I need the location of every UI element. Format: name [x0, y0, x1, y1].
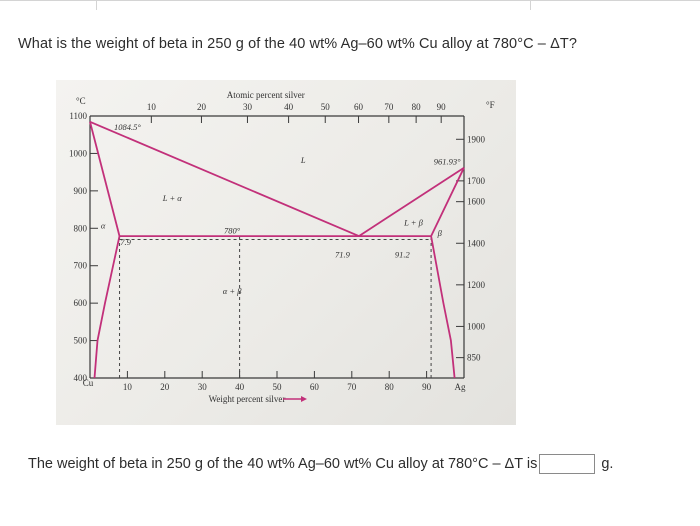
y-tick-label: 400: [74, 373, 88, 383]
y-tick-label: 1000: [69, 148, 88, 158]
phase-boundary-0: [89, 120, 360, 237]
y-tick-label: 800: [74, 223, 88, 233]
annotation: 961.93°: [434, 157, 461, 167]
annotation: 71.9: [335, 249, 351, 259]
annotation: 91.2: [395, 249, 411, 259]
y-tick-label: 600: [74, 298, 88, 308]
phase-boundary-4: [93, 235, 121, 379]
x-tick-label: 80: [385, 382, 395, 392]
y-tick-label: 700: [74, 261, 88, 271]
left-unit-label: °C: [76, 96, 86, 106]
top-border: [0, 0, 700, 10]
phase-boundary-5: [430, 235, 456, 379]
y-tick-label: 1100: [69, 111, 87, 121]
answer-prompt: The weight of beta in 250 g of the 40 wt…: [28, 456, 538, 472]
top-tick-label: 80: [412, 102, 422, 112]
phase-boundary-1: [358, 166, 465, 237]
x-axis-label: Weight percent silver: [209, 394, 286, 404]
annotation: 780°: [224, 226, 241, 236]
annotation: L + α: [162, 193, 183, 203]
x-tick-label: 10: [123, 382, 132, 392]
right-tick-label: 1400: [467, 238, 486, 248]
top-tick-label: 60: [354, 102, 364, 112]
right-tick-label: 1700: [467, 176, 486, 186]
x-tick-label: 70: [347, 382, 357, 392]
right-tick-label: 850: [467, 353, 481, 363]
x-axis-arrowhead: [301, 396, 307, 402]
x-tick-label: 40: [235, 382, 245, 392]
phase-boundary-3: [430, 167, 465, 237]
top-tick-label: 90: [437, 102, 447, 112]
annotation: α: [101, 220, 106, 230]
question-text: What is the weight of beta in 250 g of t…: [18, 36, 577, 52]
x-end-label-ag: Ag: [455, 382, 466, 392]
right-tick-label: 1200: [467, 280, 486, 290]
top-tick-label: 20: [197, 102, 207, 112]
annotation: L: [300, 155, 306, 165]
top-tick-label: 50: [321, 102, 331, 112]
x-tick-label: 90: [422, 382, 432, 392]
annotation: 7.9: [120, 237, 131, 247]
x-tick-label: 60: [310, 382, 320, 392]
answer-unit: g.: [601, 456, 614, 472]
x-tick-label: 50: [273, 382, 283, 392]
right-tick-label: 1000: [467, 321, 486, 331]
top-tick-label: 40: [284, 102, 294, 112]
top-tick-label: 10: [147, 102, 157, 112]
phase-diagram: 1100 1000 900 800 700 600 500 400 °C 1900 1700 1600…: [69, 90, 495, 404]
x-end-label-cu: Cu: [83, 378, 94, 388]
answer-row: The weight of beta in 250 g of the 40 wt…: [28, 454, 613, 474]
y-tick-label: 500: [74, 336, 88, 346]
top-axis-label: Atomic percent silver: [227, 90, 305, 100]
right-tick-label: 1600: [467, 197, 486, 207]
phase-diagram-photo: 1100 1000 900 800 700 600 500 400 °C 1900 1700 1600…: [56, 80, 516, 425]
annotation: 1084.5°: [114, 122, 141, 132]
annotation: α + β: [223, 286, 242, 296]
chart-labels: 1084.5° 961.93° L L + α L + β α β α + β 780° 7.9 7…: [101, 122, 461, 296]
x-tick-label: 30: [198, 382, 208, 392]
answer-input[interactable]: [539, 454, 596, 474]
annotation: β: [437, 228, 443, 238]
right-unit-label: °F: [486, 100, 495, 110]
right-tick-label: 1900: [467, 134, 486, 144]
chart-axes: 1100 1000 900 800 700 600 500 400 °C 1900 1700 1600…: [69, 90, 495, 404]
phase-boundary-2: [89, 121, 121, 237]
y-tick-label: 900: [74, 186, 88, 196]
top-tick-label: 30: [243, 102, 253, 112]
chart-marks: [89, 120, 465, 379]
x-tick-label: 20: [160, 382, 170, 392]
top-tick-label: 70: [384, 102, 394, 112]
annotation: L + β: [403, 217, 424, 227]
